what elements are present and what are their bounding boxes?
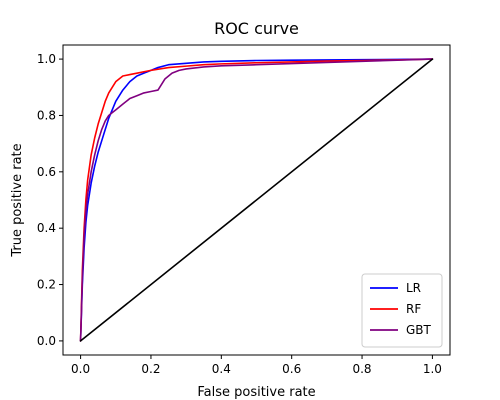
y-axis-label: True positive rate: [10, 143, 25, 257]
x-axis-label: False positive rate: [197, 385, 315, 400]
legend-label-rf: RF: [406, 302, 421, 316]
x-tick-label: 0.0: [71, 362, 90, 376]
x-tick-label: 0.4: [212, 362, 231, 376]
y-tick-label: 0.8: [37, 108, 56, 122]
chart-title: ROC curve: [214, 19, 299, 38]
series-line-gbt: [79, 58, 434, 342]
legend-label-gbt: GBT: [406, 323, 432, 337]
y-tick-label: 1.0: [37, 52, 56, 66]
legend: LR RF GBT: [361, 273, 443, 348]
x-tick-label: 0.2: [141, 362, 160, 376]
y-tick-label: 0.0: [37, 334, 56, 348]
legend-label-lr: LR: [406, 281, 421, 295]
x-tick-label: 0.8: [352, 362, 371, 376]
series-line-lr: [79, 58, 434, 342]
series-line-rf: [79, 58, 434, 342]
x-tick-label: 0.6: [282, 362, 301, 376]
y-tick-label: 0.2: [37, 278, 56, 292]
x-tick-label: 1.0: [423, 362, 442, 376]
plot-frame: [62, 44, 451, 356]
reference-diagonal-line: [79, 58, 434, 342]
y-tick-label: 0.6: [37, 165, 56, 179]
legend-box: [361, 273, 443, 348]
y-tick-label: 0.4: [37, 221, 56, 235]
